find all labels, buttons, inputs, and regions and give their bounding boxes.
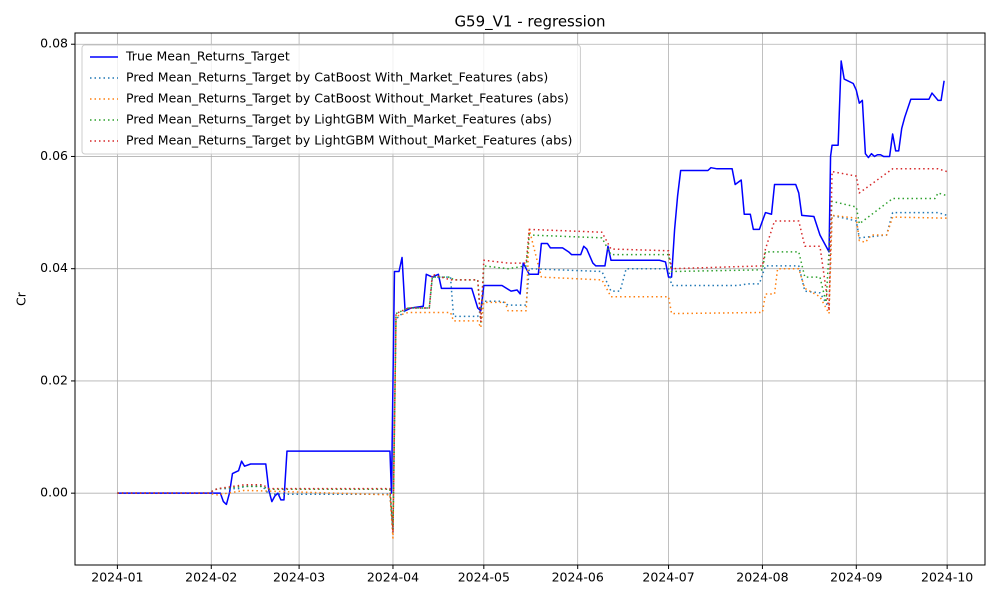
y-tick-label: 0.04 xyxy=(40,260,68,275)
x-tick-label: 2024-01 xyxy=(91,570,143,585)
x-tick-label: 2024-08 xyxy=(736,570,788,585)
legend-label: Pred Mean_Returns_Target by LightGBM Wit… xyxy=(126,133,572,148)
plot-lines xyxy=(117,60,948,539)
plot-frame xyxy=(74,32,986,566)
legend-box xyxy=(81,44,581,155)
x-tick-label: 2024-07 xyxy=(642,570,694,585)
x-tick-label: 2024-05 xyxy=(458,570,510,585)
series-line xyxy=(117,214,948,539)
y-tick-label: 0.08 xyxy=(40,36,68,51)
series-line xyxy=(117,168,948,534)
y-axis-label: Cr xyxy=(14,291,29,306)
series-line xyxy=(117,60,945,506)
x-tick-label: 2024-06 xyxy=(552,570,604,585)
ticks: 0.00 0.02 0.04 0.06 0.08 2024-01 2024-02 2024-0… xyxy=(40,36,973,585)
legend-label: True Mean_Returns_Target xyxy=(125,49,290,64)
legend-label: Pred Mean_Returns_Target by CatBoost Wit… xyxy=(126,91,569,106)
y-tick-label: 0.02 xyxy=(40,372,68,387)
x-tick-label: 2024-02 xyxy=(185,570,237,585)
legend-label: Pred Mean_Returns_Target by LightGBM Wit… xyxy=(126,112,552,127)
legend: True Mean_Returns_Target Pred Mean_Return… xyxy=(81,44,581,155)
x-tick-label: 2024-03 xyxy=(273,570,325,585)
y-tick-label: 0.00 xyxy=(40,485,68,500)
legend-label: Pred Mean_Returns_Target by CatBoost Wit… xyxy=(126,70,548,85)
y-tick-label: 0.06 xyxy=(40,148,68,163)
chart-title: G59_V1 - regression xyxy=(454,13,605,32)
x-tick-label: 2024-04 xyxy=(367,570,419,585)
x-tick-label: 2024-10 xyxy=(921,570,973,585)
x-tick-label: 2024-09 xyxy=(830,570,882,585)
